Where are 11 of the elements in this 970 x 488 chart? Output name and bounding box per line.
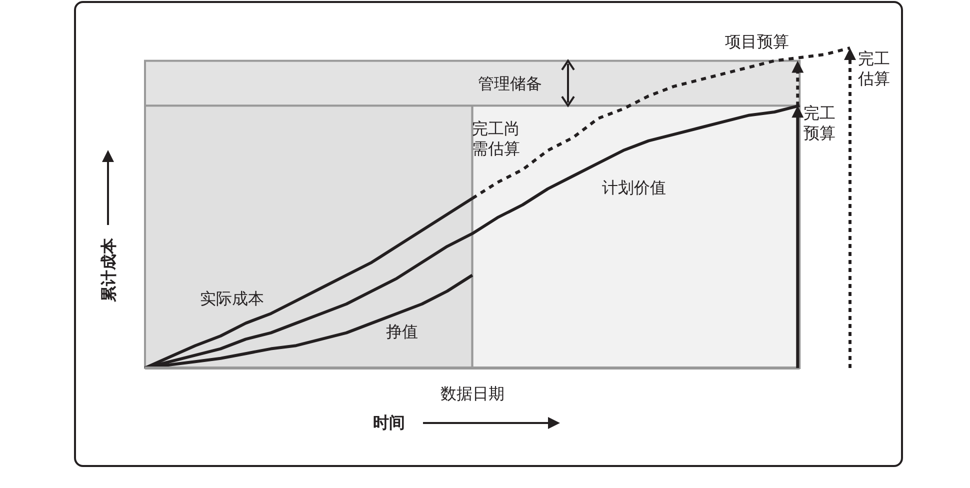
text: 数据日期 bbox=[440, 384, 504, 403]
y-axis-title: 累计成本 bbox=[99, 237, 118, 303]
series-label: 计划价值 bbox=[602, 178, 666, 197]
annotation: 完工估算 bbox=[857, 49, 890, 88]
band-label: 管理储备 bbox=[478, 74, 542, 94]
annotation: 项目预算 bbox=[725, 32, 789, 51]
series-label: 完工尚需估算 bbox=[472, 119, 520, 158]
annotation: 完工预算 bbox=[804, 104, 836, 143]
x-axis-title: 时间 bbox=[373, 413, 405, 432]
series-label: 挣值 bbox=[386, 322, 418, 341]
series-label: 实际成本 bbox=[200, 289, 264, 308]
